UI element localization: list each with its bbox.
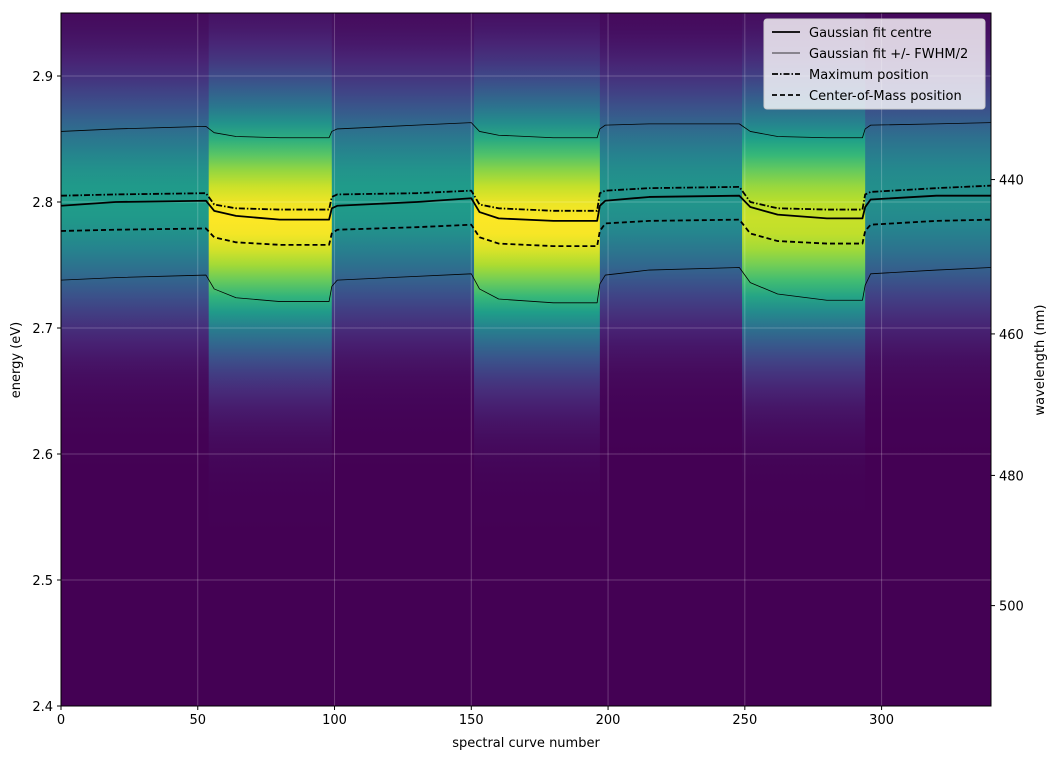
right-tick-label: 440: [999, 174, 1024, 189]
heatmap-segment-bright: [474, 13, 601, 706]
heatmap-segment-dim: [61, 13, 210, 706]
right-axis-label: wavelength (nm): [1033, 305, 1048, 416]
legend-label-fit-centre: Gaussian fit centre: [809, 26, 932, 41]
legend-box: [763, 18, 986, 110]
y-axis-ticks: 2.4 2.5 2.6 2.7 2.8 2.9: [32, 70, 61, 715]
legend-label-fwhm: Gaussian fit +/- FWHM/2: [809, 47, 968, 62]
y-tick-label: 2.7: [32, 322, 53, 337]
x-tick-label: 50: [189, 713, 206, 728]
x-tick-label: 100: [322, 713, 347, 728]
series-line-thin-2: [61, 267, 991, 304]
heatmap-segment-dim: [331, 13, 475, 706]
right-tick-label: 460: [999, 328, 1024, 343]
heatmap-segment-dim: [865, 13, 991, 706]
heatmap-image: [61, 13, 991, 706]
y-axis-label: energy (eV): [9, 322, 24, 398]
heatmap-segment-dim: [599, 13, 743, 706]
y-tick-label: 2.4: [32, 700, 53, 715]
x-axis-label: spectral curve number: [452, 736, 600, 751]
legend-label-com: Center-of-Mass position: [809, 89, 962, 104]
series-line-dashdot-3: [61, 184, 991, 212]
y-tick-label: 2.8: [32, 196, 53, 211]
y-tick-label: 2.5: [32, 574, 53, 589]
x-axis-ticks: 0 50 100 150 200 250 300: [57, 706, 894, 728]
legend: Gaussian fit centre Gaussian fit +/- FWH…: [763, 18, 986, 110]
heatmap-layer: [61, 13, 991, 706]
series-line-solid-0: [61, 194, 991, 222]
x-tick-label: 200: [596, 713, 621, 728]
y-tick-label: 2.6: [32, 448, 53, 463]
right-tick-label: 480: [999, 469, 1024, 484]
heatmap-segment-bright: [208, 13, 333, 706]
series-lines: [61, 122, 991, 304]
x-tick-label: 150: [459, 713, 484, 728]
x-tick-label: 0: [57, 713, 65, 728]
x-tick-label: 300: [869, 713, 894, 728]
x-tick-label: 250: [732, 713, 757, 728]
heatmap-segment-bright: [742, 13, 866, 706]
plot-frame: [60, 12, 992, 707]
series-line-thin-1: [61, 122, 991, 139]
legend-label-maximum: Maximum position: [809, 68, 929, 83]
right-tick-label: 500: [999, 600, 1024, 615]
right-axis-ticks: 440 460 480 500: [991, 174, 1024, 615]
series-line-dashed-4: [61, 218, 991, 248]
y-tick-label: 2.9: [32, 70, 53, 85]
